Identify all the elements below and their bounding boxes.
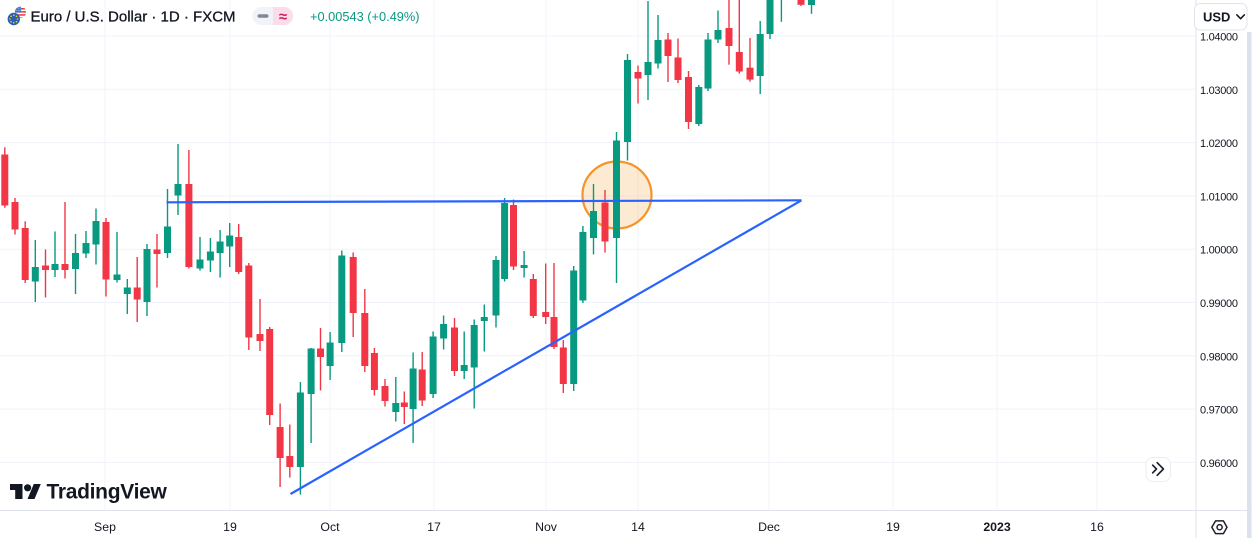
svg-text:2023: 2023 (983, 520, 1011, 534)
svg-text:Dec: Dec (758, 520, 780, 534)
svg-text:0.96000: 0.96000 (1200, 458, 1238, 470)
svg-text:19: 19 (223, 520, 237, 534)
svg-text:Euro / U.S. Dollar · 1D · FXCM: Euro / U.S. Dollar · 1D · FXCM (31, 9, 236, 26)
svg-text:0.97000: 0.97000 (1200, 405, 1238, 417)
svg-text:≈: ≈ (279, 9, 287, 26)
svg-text:Oct: Oct (320, 520, 340, 534)
svg-text:Nov: Nov (535, 520, 558, 534)
svg-text:+0.00543 (+0.49%): +0.00543 (+0.49%) (310, 9, 420, 24)
svg-text:19: 19 (886, 520, 900, 534)
svg-text:14: 14 (631, 520, 645, 534)
svg-text:0.98000: 0.98000 (1200, 351, 1238, 363)
svg-text:1.00000: 1.00000 (1200, 245, 1238, 257)
svg-text:TradingView: TradingView (47, 481, 168, 504)
svg-text:USD: USD (1203, 10, 1230, 25)
svg-text:0.99000: 0.99000 (1200, 298, 1238, 310)
svg-text:Sep: Sep (94, 520, 116, 534)
svg-text:17: 17 (427, 520, 441, 534)
svg-text:1.03000: 1.03000 (1200, 85, 1238, 97)
svg-text:1.02000: 1.02000 (1200, 138, 1238, 150)
svg-text:1.04000: 1.04000 (1200, 32, 1238, 44)
svg-text:16: 16 (1090, 520, 1104, 534)
svg-text:1.01000: 1.01000 (1200, 191, 1238, 203)
